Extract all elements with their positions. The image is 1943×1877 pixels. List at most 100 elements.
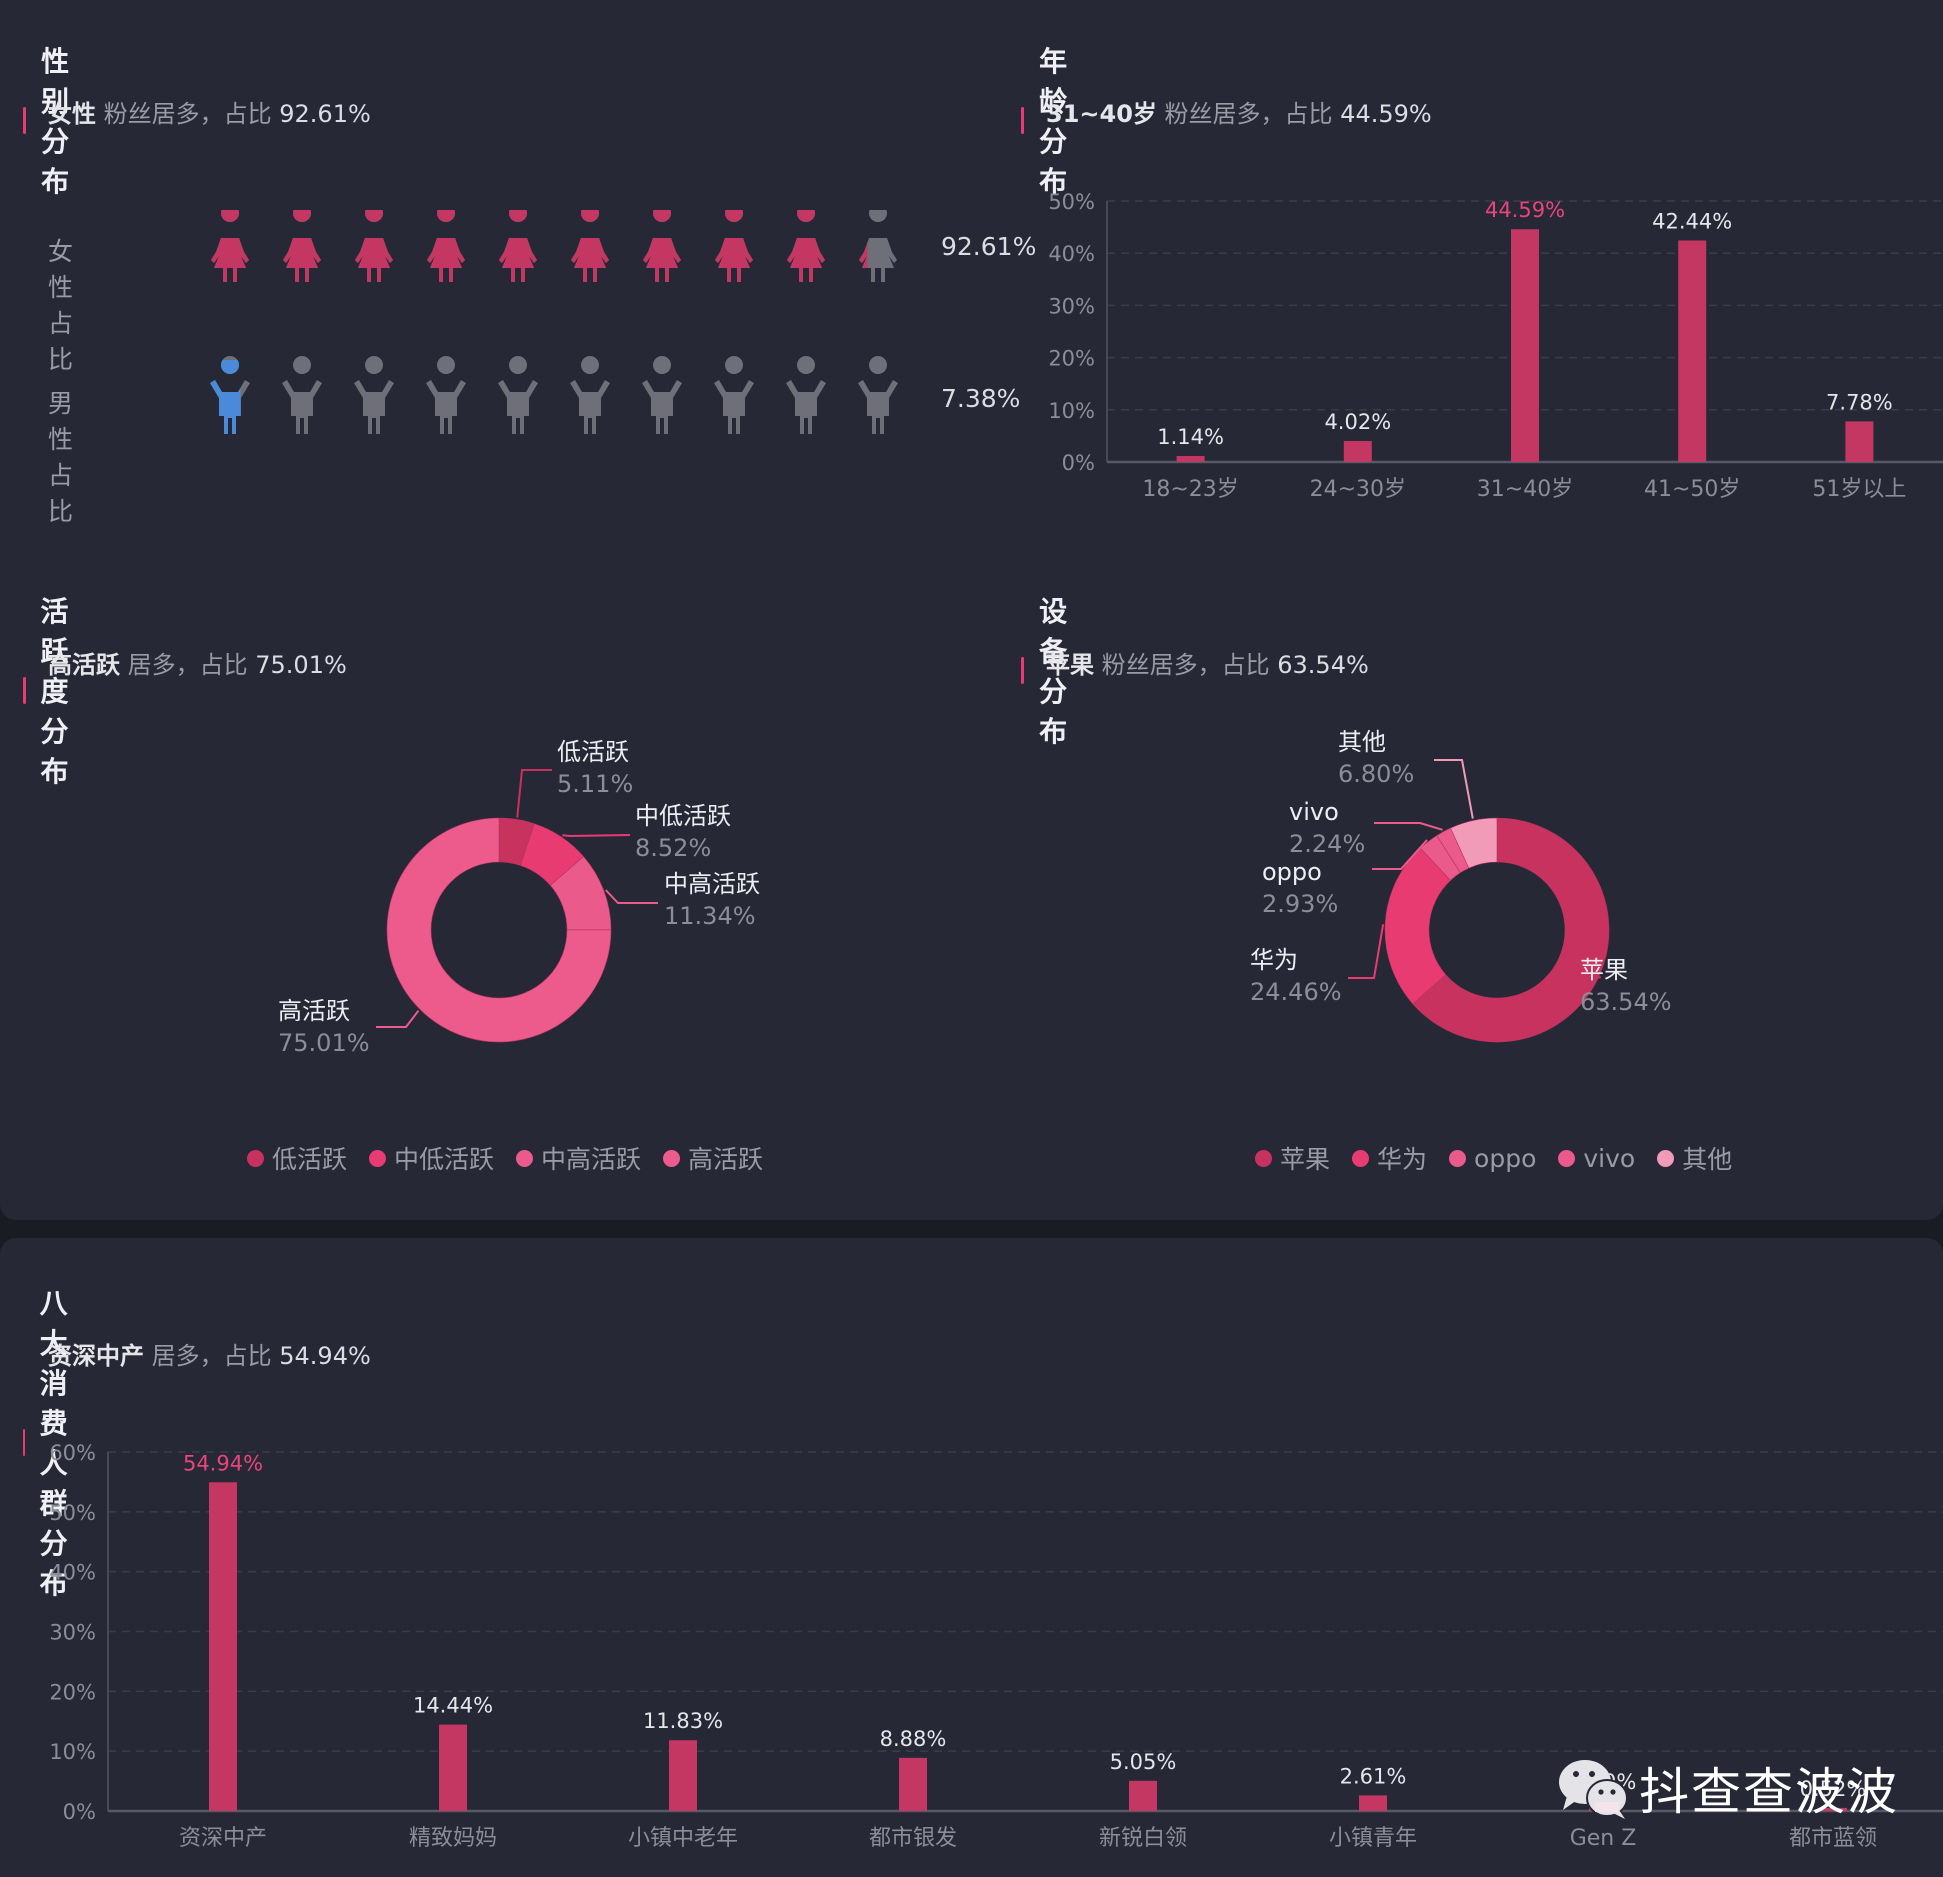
legend-item[interactable]: 其他 [1657, 1140, 1732, 1176]
summary-mid: 居多，占比 [144, 1342, 280, 1370]
svg-text:24.46%: 24.46% [1250, 978, 1342, 1006]
svg-text:都市蓝领: 都市蓝领 [1789, 1826, 1877, 1851]
legend-item[interactable]: 苹果 [1255, 1140, 1330, 1176]
svg-text:40%: 40% [1048, 242, 1095, 266]
svg-text:7.78%: 7.78% [1826, 390, 1893, 414]
bar[interactable]: 0.52% 都市蓝领 [1789, 1777, 1877, 1851]
device-title: 设备分布 [1039, 595, 1069, 748]
female-icon [643, 210, 681, 282]
section-title: 年龄分布 [1021, 40, 1075, 200]
svg-text:51岁以上: 51岁以上 [1812, 477, 1906, 502]
male-icon [426, 356, 466, 434]
summary-lead: 苹果 [1046, 651, 1094, 679]
summary-lead: 资深中产 [48, 1342, 144, 1370]
female-icon [499, 210, 537, 282]
legend-label: 低活跃 [272, 1145, 348, 1174]
svg-text:其他: 其他 [1338, 728, 1386, 756]
svg-text:vivo: vivo [1289, 798, 1339, 826]
svg-text:63.54%: 63.54% [1580, 988, 1672, 1016]
svg-text:精致妈妈: 精致妈妈 [409, 1826, 497, 1851]
donut-slice[interactable] [1450, 817, 1498, 869]
bar[interactable]: 7.78% 51岁以上 [1812, 390, 1906, 502]
section-title: 八大消费人群分布 [23, 1282, 77, 1602]
device-legend: 苹果 华为 oppo vivo 其他 [1255, 1140, 1732, 1176]
bar[interactable]: 8.88% 都市银发 [869, 1727, 957, 1851]
svg-text:24~30岁: 24~30岁 [1310, 477, 1406, 502]
watermark-text: 抖查查波波 [1639, 1763, 1899, 1821]
svg-text:42.44%: 42.44% [1652, 209, 1732, 233]
female-row-label: 女性占比 [48, 237, 74, 374]
section-title: 性别分布 [23, 40, 77, 200]
activity-title: 活跃度分布 [40, 595, 70, 788]
svg-text:华为: 华为 [1250, 946, 1298, 974]
female-icon [355, 210, 393, 282]
male-icon [858, 356, 898, 434]
svg-text:高活跃: 高活跃 [278, 997, 350, 1025]
consumer-title: 八大消费人群分布 [39, 1287, 69, 1600]
bar[interactable]: 54.94% 资深中产 [179, 1451, 267, 1851]
legend-item[interactable]: oppo [1449, 1144, 1536, 1173]
donut-slice[interactable] [386, 817, 612, 1043]
svg-text:中高活跃: 中高活跃 [664, 870, 760, 898]
svg-text:2.93%: 2.93% [1262, 890, 1338, 918]
legend-item[interactable]: 华为 [1352, 1140, 1427, 1176]
svg-text:20%: 20% [1048, 347, 1095, 371]
svg-text:0%: 0% [63, 1800, 96, 1824]
bar[interactable]: 44.59% 31~40岁 [1477, 198, 1573, 502]
svg-text:10%: 10% [49, 1740, 96, 1764]
legend-item[interactable]: 中低活跃 [369, 1140, 494, 1176]
bar[interactable]: 4.02% 24~30岁 [1310, 410, 1406, 502]
male-icon [642, 356, 682, 434]
female-icon [427, 210, 465, 282]
legend-label: 中高活跃 [541, 1145, 642, 1174]
gender-pictorial-chart [210, 210, 898, 434]
bar[interactable]: 2.61% 小镇青年 [1329, 1764, 1417, 1851]
consumer-summary: 资深中产 居多，占比 54.94% [48, 1336, 371, 1371]
legend-dot-icon [247, 1149, 264, 1167]
svg-text:50%: 50% [1048, 190, 1095, 214]
female-icon [715, 210, 753, 282]
male-icon [282, 356, 322, 434]
accent-bar [1021, 656, 1025, 684]
bar[interactable]: 14.44% 精致妈妈 [409, 1694, 497, 1851]
legend-item[interactable]: 高活跃 [663, 1140, 763, 1176]
legend-dot-icon [1558, 1149, 1576, 1167]
svg-text:2.24%: 2.24% [1289, 830, 1365, 858]
legend-label: 中低活跃 [394, 1145, 495, 1174]
legend-dot-icon [1255, 1149, 1272, 1167]
summary-value: 44.59% [1340, 100, 1432, 128]
bottom-panel [0, 1238, 1943, 1877]
legend-dot-icon [369, 1149, 387, 1167]
svg-text:都市银发: 都市银发 [869, 1826, 957, 1851]
accent-bar [23, 1428, 25, 1456]
summary-value: 63.54% [1277, 651, 1369, 679]
svg-text:5.05%: 5.05% [1110, 1750, 1177, 1774]
svg-text:1.14%: 1.14% [1157, 425, 1224, 449]
svg-text:75.01%: 75.01% [278, 1029, 370, 1057]
svg-text:8.88%: 8.88% [880, 1727, 947, 1751]
svg-text:小镇中老年: 小镇中老年 [628, 1826, 738, 1851]
legend-item[interactable]: 中高活跃 [516, 1140, 641, 1176]
wechat-icon [1559, 1760, 1628, 1819]
legend-item[interactable]: vivo [1558, 1144, 1635, 1173]
summary-value: 54.94% [279, 1342, 371, 1370]
svg-text:中低活跃: 中低活跃 [635, 802, 731, 830]
bar[interactable]: 42.44% 41~50岁 [1644, 209, 1740, 502]
svg-text:40%: 40% [49, 1561, 96, 1585]
accent-bar [23, 106, 27, 134]
bar[interactable]: 1.14% 18~23岁 [1142, 425, 1238, 502]
age-bar-chart: 0%10%20%30%40%50%1.14%18~23岁4.02%24~30岁4… [1048, 190, 1943, 502]
svg-text:oppo: oppo [1262, 858, 1322, 886]
legend-item[interactable]: 低活跃 [247, 1140, 347, 1176]
gender-summary: 女性 粉丝居多，占比 92.61% [48, 94, 371, 129]
summary-lead: 高活跃 [48, 651, 120, 679]
svg-text:小镇青年: 小镇青年 [1329, 1826, 1417, 1851]
bar[interactable]: 5.05% 新锐白领 [1099, 1750, 1187, 1851]
female-icon [211, 210, 249, 282]
female-pct: 92.61% [941, 232, 1037, 261]
bar[interactable]: 11.83% 小镇中老年 [628, 1709, 738, 1851]
section-title: 设备分布 [1021, 590, 1075, 750]
section-title: 活跃度分布 [23, 590, 77, 790]
female-icon [787, 210, 825, 282]
svg-text:50%: 50% [49, 1501, 96, 1525]
